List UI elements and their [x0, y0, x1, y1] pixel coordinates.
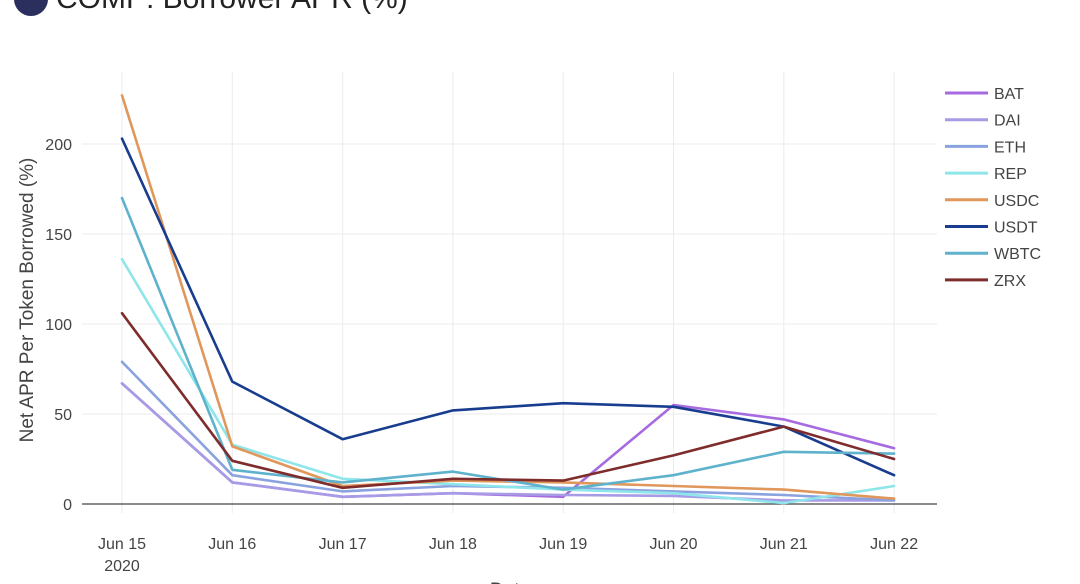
- legend-item-wbtc[interactable]: WBTC: [945, 246, 1041, 263]
- legend-item-zrx[interactable]: ZRX: [945, 273, 1026, 290]
- legend-label: USDC: [994, 193, 1039, 210]
- legend-label: ETH: [994, 139, 1026, 156]
- x-tick-label: Jun 18: [429, 536, 477, 553]
- y-tick-label: 150: [45, 227, 72, 244]
- legend[interactable]: BAT DAI ETH REP USDC USDT WBTC ZRX: [945, 86, 1041, 290]
- legend-item-usdc[interactable]: USDC: [945, 193, 1039, 210]
- y-tick-label: 50: [54, 407, 72, 424]
- x-tick-label: Jun 19: [539, 536, 587, 553]
- series-lines: [120, 94, 896, 505]
- x-tick-label: Jun 21: [760, 536, 808, 553]
- chart-title: COMP: Borrower APR (%): [56, 0, 408, 16]
- legend-label: BAT: [994, 86, 1024, 103]
- x-tick-label: Jun 17: [319, 536, 367, 553]
- x-axis-title: Date: [490, 580, 530, 584]
- y-tick-label: 0: [63, 497, 72, 514]
- legend-item-eth[interactable]: ETH: [945, 139, 1026, 156]
- x-tick-label: Jun 20: [649, 536, 697, 553]
- series-line-usdt: [120, 137, 896, 477]
- legend-label: ZRX: [994, 273, 1026, 290]
- y-tick-label: 100: [45, 317, 72, 334]
- series-line-dai: [120, 382, 896, 502]
- legend-label: DAI: [994, 113, 1021, 130]
- legend-label: WBTC: [994, 246, 1041, 263]
- y-tick-label: 200: [45, 137, 72, 154]
- y-axis-title: Net APR Per Token Borrowed (%): [17, 158, 38, 443]
- x-tick-label: Jun 16: [208, 536, 256, 553]
- legend-item-dai[interactable]: DAI: [945, 113, 1021, 130]
- legend-item-bat[interactable]: BAT: [945, 86, 1024, 103]
- axes: 0 50 100 150 200 Jun 15 2020 Jun 16 Jun 17 Jun 18…: [17, 137, 937, 584]
- series-line-rep: [120, 257, 896, 505]
- legend-label: USDT: [994, 220, 1038, 237]
- legend-item-rep[interactable]: REP: [945, 166, 1027, 183]
- chart-header: COMP: Borrower APR (%): [14, 0, 408, 16]
- x-tick-label: 2020: [104, 558, 140, 575]
- legend-item-usdt[interactable]: USDT: [945, 220, 1038, 237]
- series-line-zrx: [120, 311, 896, 490]
- grid: [82, 72, 937, 513]
- x-tick-label: Jun 15: [98, 536, 146, 553]
- compound-logo-icon: [14, 0, 48, 16]
- legend-label: REP: [994, 166, 1027, 183]
- series-line-usdc: [120, 94, 896, 500]
- x-tick-label: Jun 22: [870, 536, 918, 553]
